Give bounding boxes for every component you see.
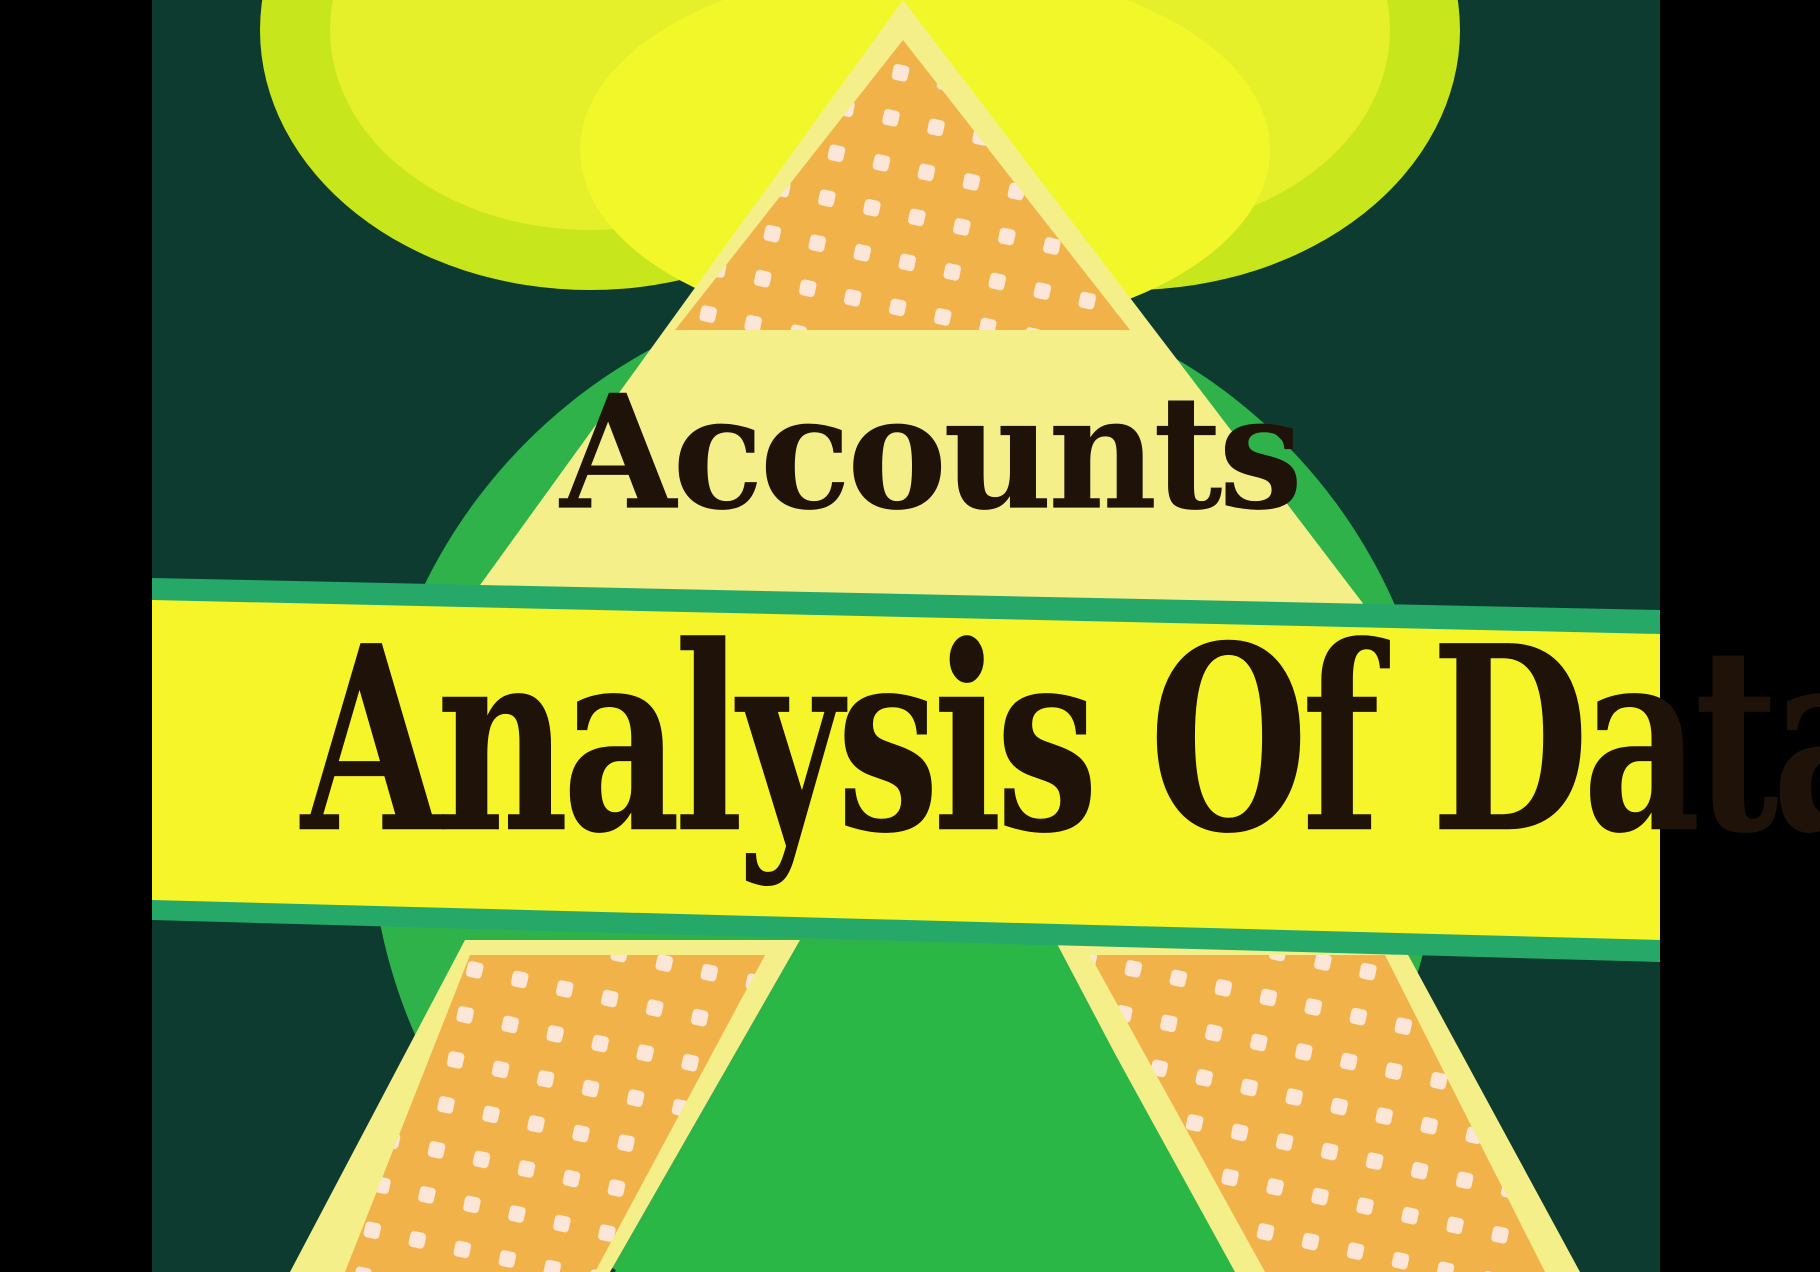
analysis-of-data-title: Analysis Of Data — [301, 589, 1820, 890]
right-frame — [1660, 0, 1820, 1272]
lower-left-leg — [290, 940, 800, 1272]
inner-green-triangle — [615, 945, 1235, 1272]
title-band — [152, 578, 1660, 962]
upper-triangle — [462, 0, 1368, 610]
accounts-heading: Accounts — [560, 360, 1303, 546]
